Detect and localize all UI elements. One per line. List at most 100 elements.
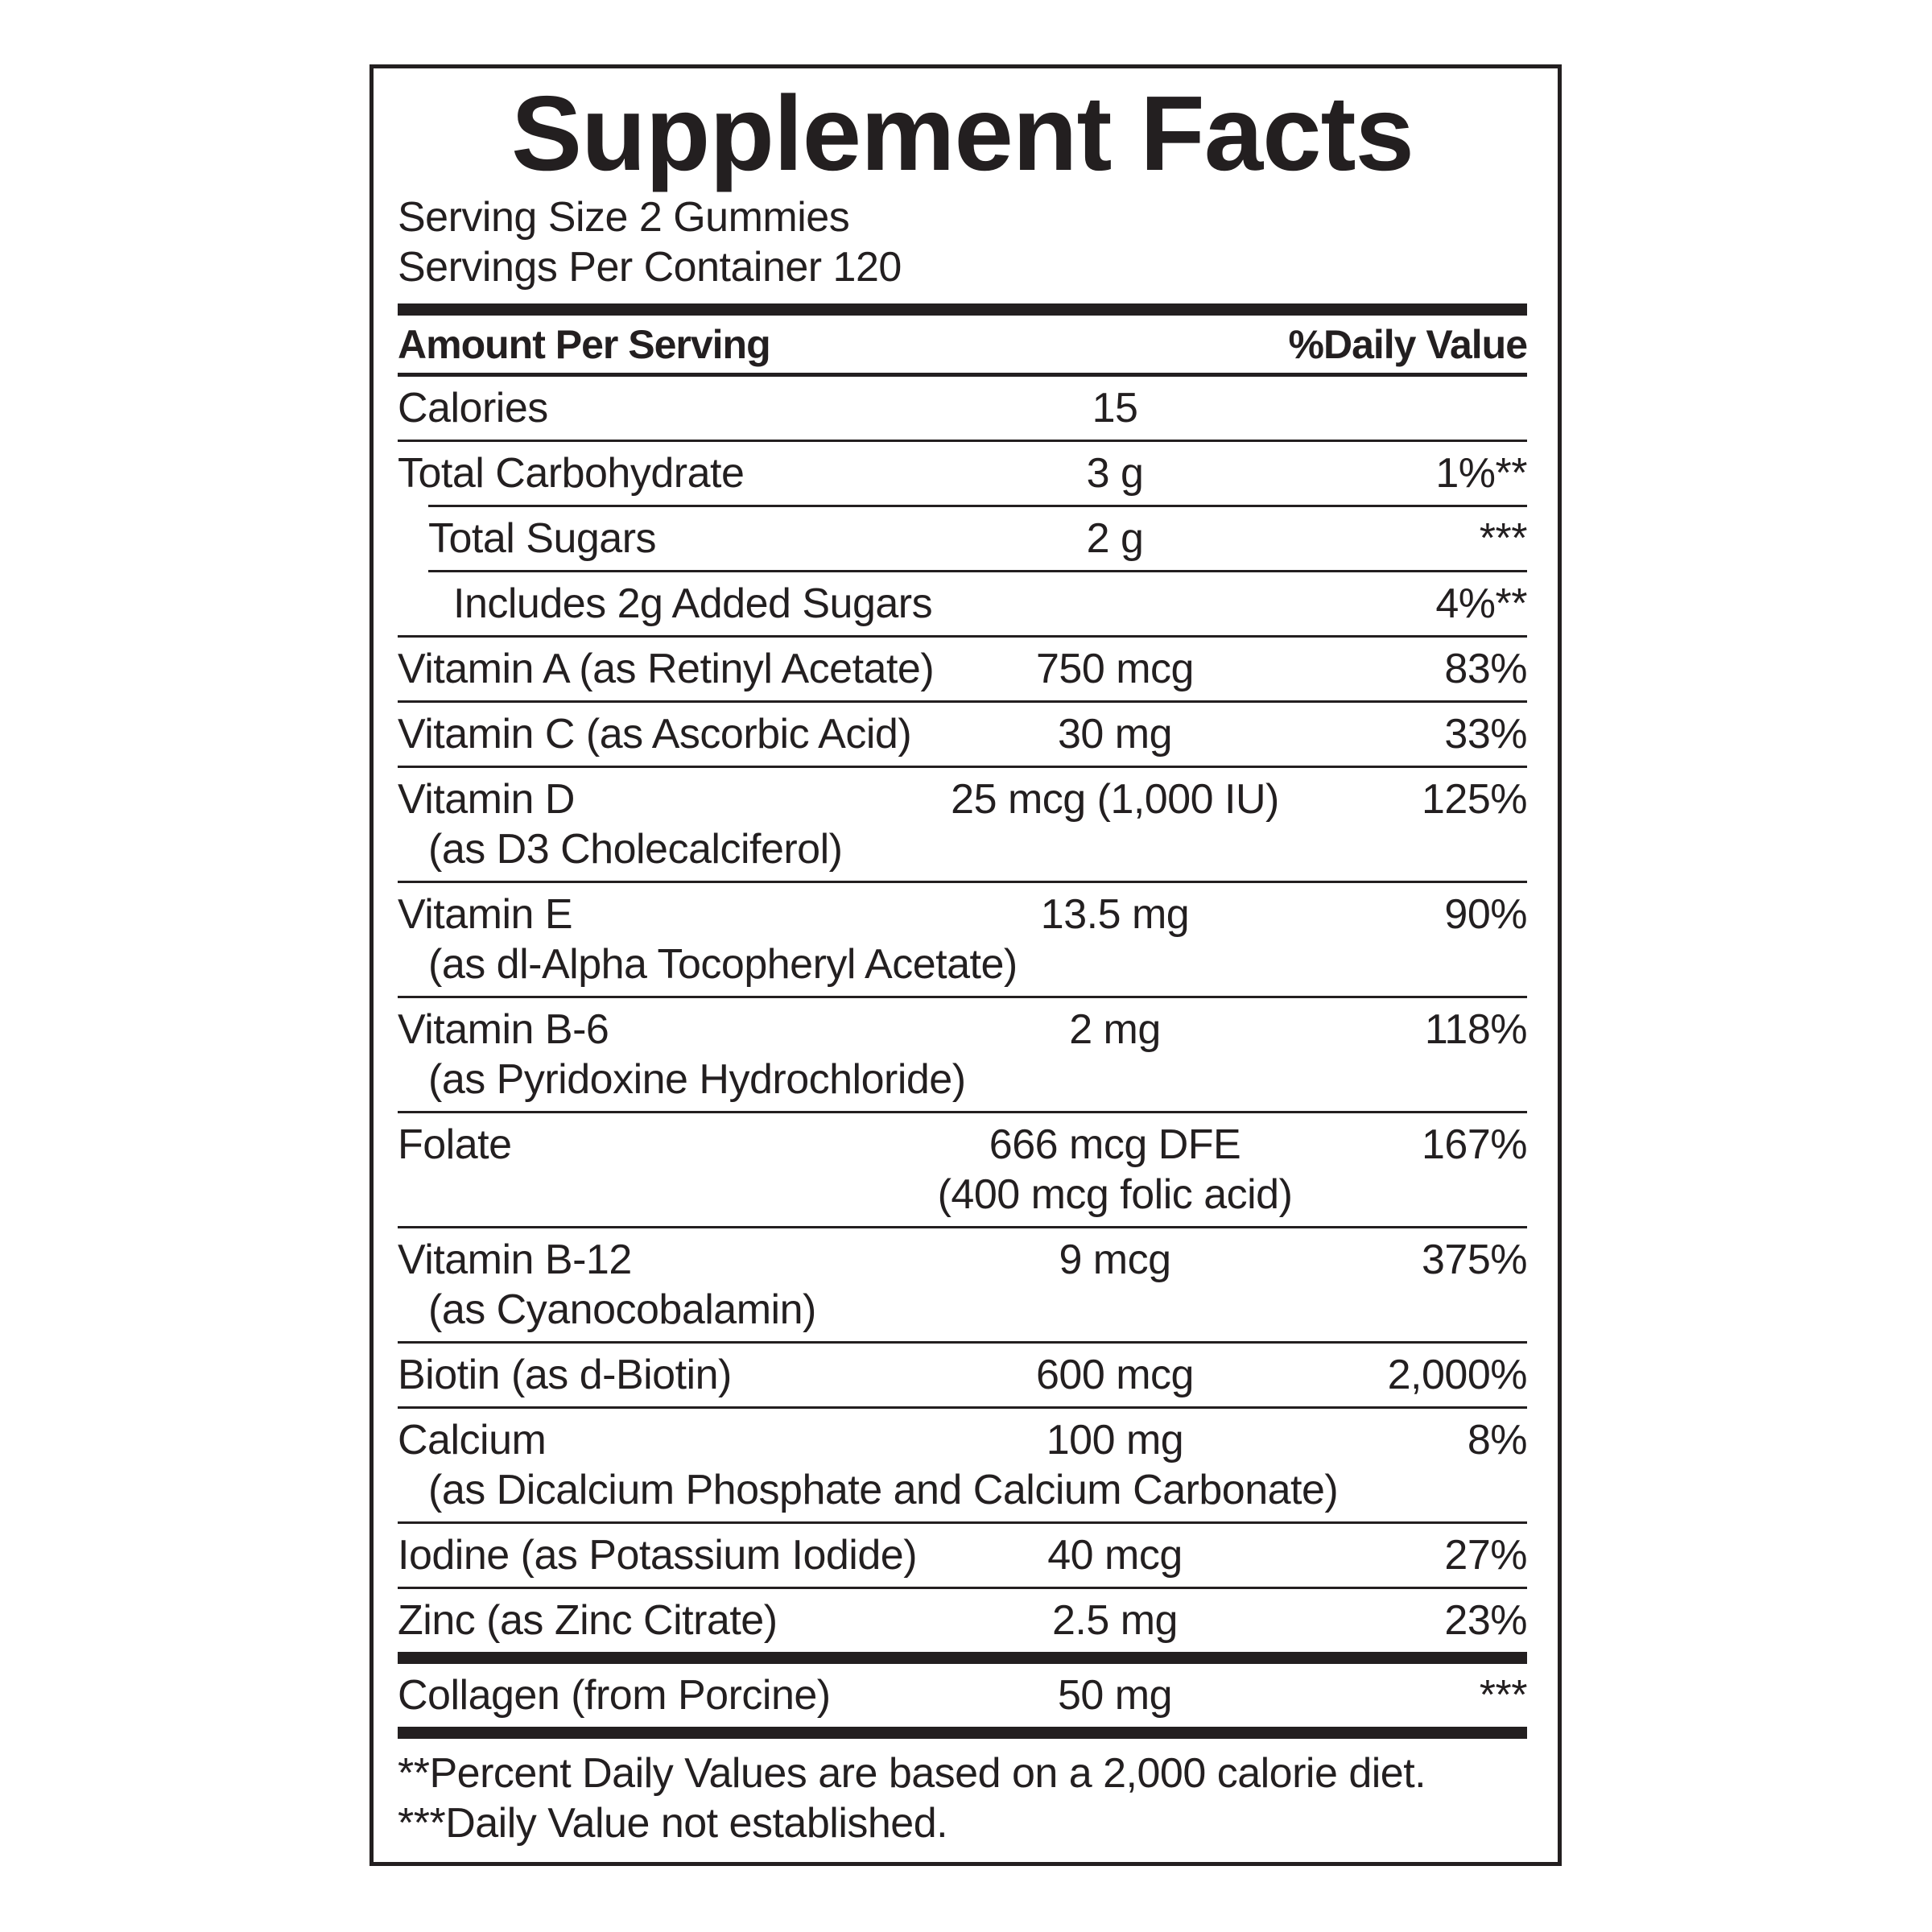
- row-rule: [398, 1111, 1527, 1113]
- nutrient-row: Iodine (as Potassium Iodide) 40 mcg 27%: [398, 1524, 1528, 1587]
- table-header: Amount Per Serving %Daily Value: [398, 316, 1528, 377]
- empty-cell: [890, 579, 1340, 629]
- serving-size: Serving Size 2 Gummies: [398, 194, 850, 241]
- amount: 25 mcg (1,000 IU): [951, 776, 1279, 823]
- amount: 9 mcg: [1059, 1236, 1171, 1283]
- nutrient-detail: (as D3 Cholecalciferol): [428, 826, 843, 873]
- amount: 15: [1092, 385, 1138, 431]
- nutrient-name: Vitamin E: [398, 891, 573, 938]
- daily-value: ***: [1479, 515, 1528, 562]
- nutrient-detail: (as Dicalcium Phosphate and Calcium Carb…: [428, 1467, 1339, 1513]
- row-rule: [398, 1587, 1527, 1589]
- daily-value: 33%: [1444, 711, 1527, 758]
- amount: 666 mcg DFE: [989, 1121, 1241, 1168]
- empty-cell: [1340, 383, 1527, 433]
- nutrient-name: Biotin (as d-Biotin): [398, 1352, 732, 1398]
- row-rule: [398, 1226, 1527, 1228]
- nutrient-detail: (as Pyridoxine Hydrochloride): [428, 1056, 966, 1103]
- row-rule: [398, 635, 1527, 638]
- amount-heading: Amount Per Serving: [398, 322, 771, 367]
- nutrient-row: Collagen (from Porcine) 50 mg ***: [398, 1664, 1528, 1727]
- other-rows: Collagen (from Porcine) 50 mg ***: [398, 1664, 1528, 1727]
- amount: 13.5 mg: [1040, 891, 1190, 938]
- thick-rule: [398, 303, 1527, 316]
- nutrient-name: Collagen (from Porcine): [398, 1672, 831, 1719]
- nutrient-row: Includes 2g Added Sugars 4%**: [398, 572, 1528, 635]
- nutrient-row: Vitamin B-6 2 mg 118% (as Pyridoxine Hydroc…: [398, 998, 1528, 1111]
- nutrient-row: Zinc (as Zinc Citrate) 2.5 mg 23%: [398, 1589, 1528, 1652]
- row-rule: [398, 440, 1527, 442]
- daily-value: 8%: [1467, 1417, 1528, 1463]
- thick-rule: [398, 1652, 1527, 1664]
- row-rule: [398, 766, 1527, 768]
- daily-value: 27%: [1444, 1532, 1527, 1579]
- nutrient-name: Vitamin A (as Retinyl Acetate): [398, 646, 935, 692]
- nutrient-name: Calcium: [398, 1417, 547, 1463]
- nutrient-name: Vitamin D: [398, 776, 575, 823]
- daily-value: 118%: [1424, 1006, 1528, 1053]
- nutrient-row: Total Sugars 2 g ***: [398, 507, 1528, 570]
- nutrient-name: Iodine (as Potassium Iodide): [398, 1532, 918, 1579]
- daily-value: ***: [1479, 1672, 1528, 1719]
- nutrient-name: Includes 2g Added Sugars: [453, 580, 933, 627]
- servings-per-container: Servings Per Container 120: [398, 244, 902, 291]
- row-rule: [428, 570, 1527, 572]
- nutrient-row: Biotin (as d-Biotin) 600 mcg 2,000%: [398, 1344, 1528, 1406]
- nutrient-row: Vitamin D 25 mcg (1,000 IU) 125% (as D3 Cho…: [398, 768, 1528, 881]
- nutrient-row: Vitamin E 13.5 mg 90% (as dl-Alpha Tocopher…: [398, 883, 1528, 996]
- nutrient-row: Total Carbohydrate 3 g 1%**: [398, 442, 1528, 505]
- nutrient-name: Vitamin B-6: [398, 1006, 609, 1053]
- empty-cell: [398, 1170, 890, 1220]
- amount: 2.5 mg: [1052, 1597, 1178, 1644]
- footnote: **Percent Daily Values are based on a 2,…: [398, 1750, 1426, 1797]
- row-rule: [398, 1406, 1527, 1409]
- nutrient-row: Vitamin B-12 9 mcg 375% (as Cyanocobalamin): [398, 1228, 1528, 1341]
- nutrient-detail: (as dl-Alpha Tocopheryl Acetate): [428, 941, 1018, 988]
- footnotes: **Percent Daily Values are based on a 2,…: [398, 1739, 1527, 1848]
- nutrient-name: Vitamin B-12: [398, 1236, 632, 1283]
- row-rule: [428, 505, 1527, 507]
- nutrient-row: Calories 15: [398, 377, 1527, 440]
- footnote: ***Daily Value not established.: [398, 1800, 948, 1847]
- amount: 750 mcg: [1036, 646, 1194, 692]
- daily-value: 2,000%: [1387, 1352, 1528, 1398]
- nutrient-detail: (as Cyanocobalamin): [428, 1286, 816, 1333]
- thick-rule: [398, 1727, 1527, 1739]
- daily-value: 4%**: [1435, 580, 1527, 627]
- daily-value: 1%**: [1435, 450, 1527, 497]
- amount: 2 mg: [1069, 1006, 1161, 1053]
- daily-value: 167%: [1422, 1121, 1528, 1168]
- nutrient-name: Vitamin C (as Ascorbic Acid): [398, 711, 912, 758]
- nutrient-name: Folate: [398, 1121, 512, 1168]
- dv-heading: %Daily Value: [1288, 322, 1528, 367]
- amount: 50 mg: [1057, 1672, 1173, 1719]
- nutrient-rows: Calories 15 Total Carbohydrate 3 g 1%** Total…: [398, 377, 1528, 1652]
- row-rule: [398, 881, 1527, 883]
- nutrient-name: Zinc (as Zinc Citrate): [398, 1597, 778, 1644]
- nutrient-name: Total Sugars: [428, 515, 657, 562]
- daily-value: 83%: [1444, 646, 1527, 692]
- daily-value: 23%: [1444, 1597, 1527, 1644]
- row-rule: [398, 996, 1527, 998]
- amount: 2 g: [1086, 515, 1144, 562]
- title: Supplement Facts: [511, 74, 1414, 192]
- amount: 30 mg: [1057, 711, 1173, 758]
- amount: 600 mcg: [1036, 1352, 1194, 1398]
- row-rule: [398, 1521, 1527, 1524]
- amount: 40 mcg: [1047, 1532, 1183, 1579]
- amount-detail: (400 mcg folic acid): [937, 1171, 1293, 1218]
- nutrient-row: Vitamin C (as Ascorbic Acid) 30 mg 33%: [398, 703, 1528, 766]
- supplement-facts-panel: Supplement Facts Serving Size 2 Gummies …: [369, 64, 1562, 1866]
- nutrient-name: Calories: [398, 385, 548, 431]
- amount: 100 mg: [1046, 1417, 1184, 1463]
- nutrient-row: Calcium 100 mg 8% (as Dicalcium Phosphate a…: [398, 1409, 1528, 1521]
- daily-value: 90%: [1444, 891, 1527, 938]
- row-rule: [398, 700, 1527, 703]
- nutrient-row: Folate 666 mcg DFE 167% (400 mcg folic acid…: [398, 1113, 1528, 1226]
- nutrient-row: Vitamin A (as Retinyl Acetate) 750 mcg 83%: [398, 638, 1528, 700]
- amount: 3 g: [1086, 450, 1144, 497]
- daily-value: 125%: [1422, 776, 1528, 823]
- row-rule: [398, 1341, 1527, 1344]
- nutrient-name: Total Carbohydrate: [398, 450, 745, 497]
- daily-value: 375%: [1422, 1236, 1528, 1283]
